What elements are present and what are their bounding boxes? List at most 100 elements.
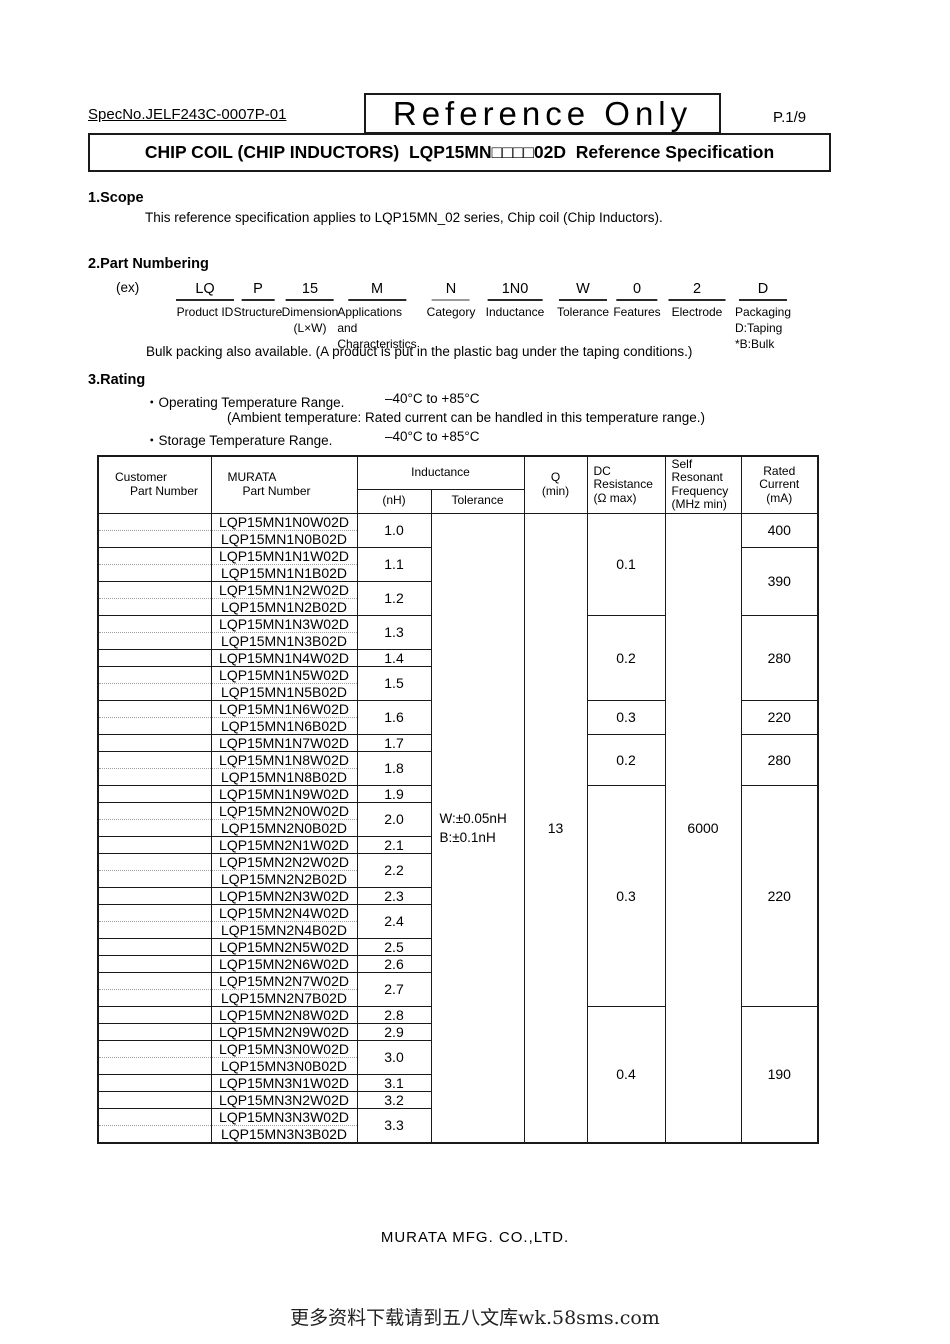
table-row: LQP15MN2N6W02D 2.6: [97, 954, 818, 972]
customer-part-cell: [97, 835, 212, 853]
customer-part-cell: [97, 1039, 212, 1057]
customer-part-cell: [97, 750, 212, 768]
table-row: LQP15MN2N0B02D: [97, 818, 818, 836]
murata-part-cell: LQP15MN1N3W02D: [210, 614, 358, 632]
example-label: (ex): [116, 280, 140, 295]
customer-part-cell: [97, 1056, 212, 1074]
part-code-labels: Inductance: [486, 304, 545, 320]
dc-resistance-cell: 0.4: [586, 1005, 666, 1143]
rating-table: Customer Part Number MURATA Part Number Indu…: [97, 455, 819, 1144]
dc-resistance-cell: 0.2: [586, 733, 666, 785]
part-code-column: D Packaging D:Taping *B:Bulk: [735, 280, 791, 352]
table-row: LQP15MN3N3B02D: [97, 1124, 818, 1143]
part-code-label-line: Inductance: [485, 305, 545, 319]
table-row: LQP15MN2N0W02D 2.0: [97, 801, 818, 836]
murata-part-header: MURATA Part Number: [210, 455, 358, 513]
table-row: LQP15MN2N7W02D 2.7: [97, 971, 818, 1006]
table-row: LQP15MN2N9W02D 2.9: [97, 1022, 818, 1040]
part-code-label-line: Structure: [233, 305, 283, 319]
srf-value-cell: 6000: [664, 512, 742, 1143]
inductance-header: Inductance: [356, 455, 525, 489]
table-row: LQP15MN1N5B02D: [97, 682, 818, 700]
murata-part-cell: LQP15MN1N6W02D: [210, 699, 358, 717]
customer-part-cell: [97, 920, 212, 938]
reference-only-stamp: Reference Only: [364, 93, 721, 134]
part-code-label-line: (L×W): [293, 321, 327, 335]
customer-part-cell: [97, 1090, 212, 1108]
murata-part-cell: LQP15MN1N9W02D: [210, 784, 358, 802]
customer-part-cell: [97, 546, 212, 564]
table-row: LQP15MN2N2B02D: [97, 869, 818, 887]
table-row: LQP15MN1N3W02D 1.3 0.2 280: [97, 614, 819, 700]
inductance-nh-header: (nH): [356, 488, 432, 513]
inductance-value-cell: 1.2: [356, 580, 432, 615]
inductance-value-cell: 1.4: [356, 648, 432, 666]
rated-current-cell: 280: [740, 614, 819, 700]
murata-part-cell: LQP15MN3N3B02D: [210, 1124, 358, 1143]
part-code: W: [559, 281, 607, 301]
part-code-label-line: Product ID: [176, 305, 234, 319]
part-code: 0: [616, 281, 658, 301]
part-code-label-line: and: [337, 321, 358, 335]
murata-part-cell: LQP15MN1N1W02D: [210, 546, 358, 564]
customer-part-cell: [97, 784, 212, 802]
customer-part-header: Customer Part Number: [97, 455, 212, 513]
spec-number: SpecNo.JELF243C-0007P-01: [88, 106, 287, 123]
murata-part-cell: LQP15MN2N8W02D: [210, 1005, 358, 1023]
part-code-labels: Dimension (L×W): [282, 304, 339, 336]
rated-current-cell: 280: [740, 733, 819, 785]
part-code: D: [738, 281, 787, 301]
table-row: LQP15MN1N6B02D: [97, 716, 818, 734]
operating-temp-label: ・Operating Temperature Range.: [145, 395, 345, 410]
document-title-bar: CHIP COIL (CHIP INDUCTORS) LQP15MN□□□□02…: [88, 133, 831, 172]
inductance-value-cell: 2.4: [356, 903, 432, 938]
rating-heading: 3.Rating: [88, 372, 146, 388]
tolerance-line: B:±0.1nH: [439, 829, 496, 845]
inductance-value-cell: 3.0: [356, 1039, 432, 1074]
inductance-value-cell: 3.1: [356, 1073, 432, 1091]
inductance-value-cell: 2.5: [356, 937, 432, 955]
ambient-note: (Ambient temperature: Rated current can …: [227, 410, 706, 425]
murata-part-cell: LQP15MN2N7B02D: [210, 988, 358, 1006]
murata-part-cell: LQP15MN1N5B02D: [210, 682, 358, 700]
inductance-value-cell: 2.8: [356, 1005, 432, 1023]
part-code-column: 15 Dimension (L×W): [282, 280, 339, 336]
q-value-cell: 13: [523, 512, 588, 1143]
storage-temp-value: –40°C to +85°C: [385, 429, 480, 444]
murata-part-cell: LQP15MN2N5W02D: [210, 937, 358, 955]
murata-part-cell: LQP15MN1N5W02D: [210, 665, 358, 683]
customer-part-cell: [97, 648, 212, 666]
customer-part-cell: [97, 631, 212, 649]
inductance-value-cell: 2.6: [356, 954, 432, 972]
murata-part-cell: LQP15MN2N1W02D: [210, 835, 358, 853]
murata-part-cell: LQP15MN3N3W02D: [210, 1107, 358, 1125]
table-row: LQP15MN1N2W02D 1.2: [97, 580, 818, 615]
part-code-label-line: Features: [613, 305, 661, 319]
table-row: LQP15MN2N1W02D 2.1: [97, 835, 818, 853]
inductance-value-cell: 2.7: [356, 971, 432, 1006]
customer-part-cell: [97, 1005, 212, 1023]
customer-part-cell: [97, 971, 212, 989]
dc-resistance-cell: 0.3: [586, 699, 666, 734]
rated-current-cell: 220: [740, 699, 819, 734]
table-row: LQP15MN2N5W02D 2.5: [97, 937, 818, 955]
tolerance-line: W:±0.05nH: [439, 810, 507, 826]
table-row: LQP15MN3N2W02D 3.2: [97, 1090, 818, 1108]
dc-resistance-header: DC Resistance (Ω max): [586, 455, 666, 513]
customer-part-cell: [97, 903, 212, 921]
part-code-label-line: Dimension: [281, 305, 339, 319]
inductance-value-cell: 2.3: [356, 886, 432, 904]
customer-part-cell: [97, 801, 212, 819]
part-code-label-line: Category: [426, 305, 476, 319]
table-row: LQP15MN1N3B02D: [97, 631, 818, 649]
customer-part-cell: [97, 852, 212, 870]
inductance-value-cell: 1.5: [356, 665, 432, 700]
table-row: LQP15MN3N1W02D 3.1: [97, 1073, 818, 1091]
rated-current-cell: 220: [740, 784, 819, 1006]
dc-resistance-cell: 0.3: [586, 784, 666, 1006]
table-row: LQP15MN1N7W02D 1.7 0.2 280: [97, 733, 819, 785]
part-code: 2: [668, 281, 726, 301]
murata-part-cell: LQP15MN1N8B02D: [210, 767, 358, 785]
customer-part-cell: [97, 1022, 212, 1040]
